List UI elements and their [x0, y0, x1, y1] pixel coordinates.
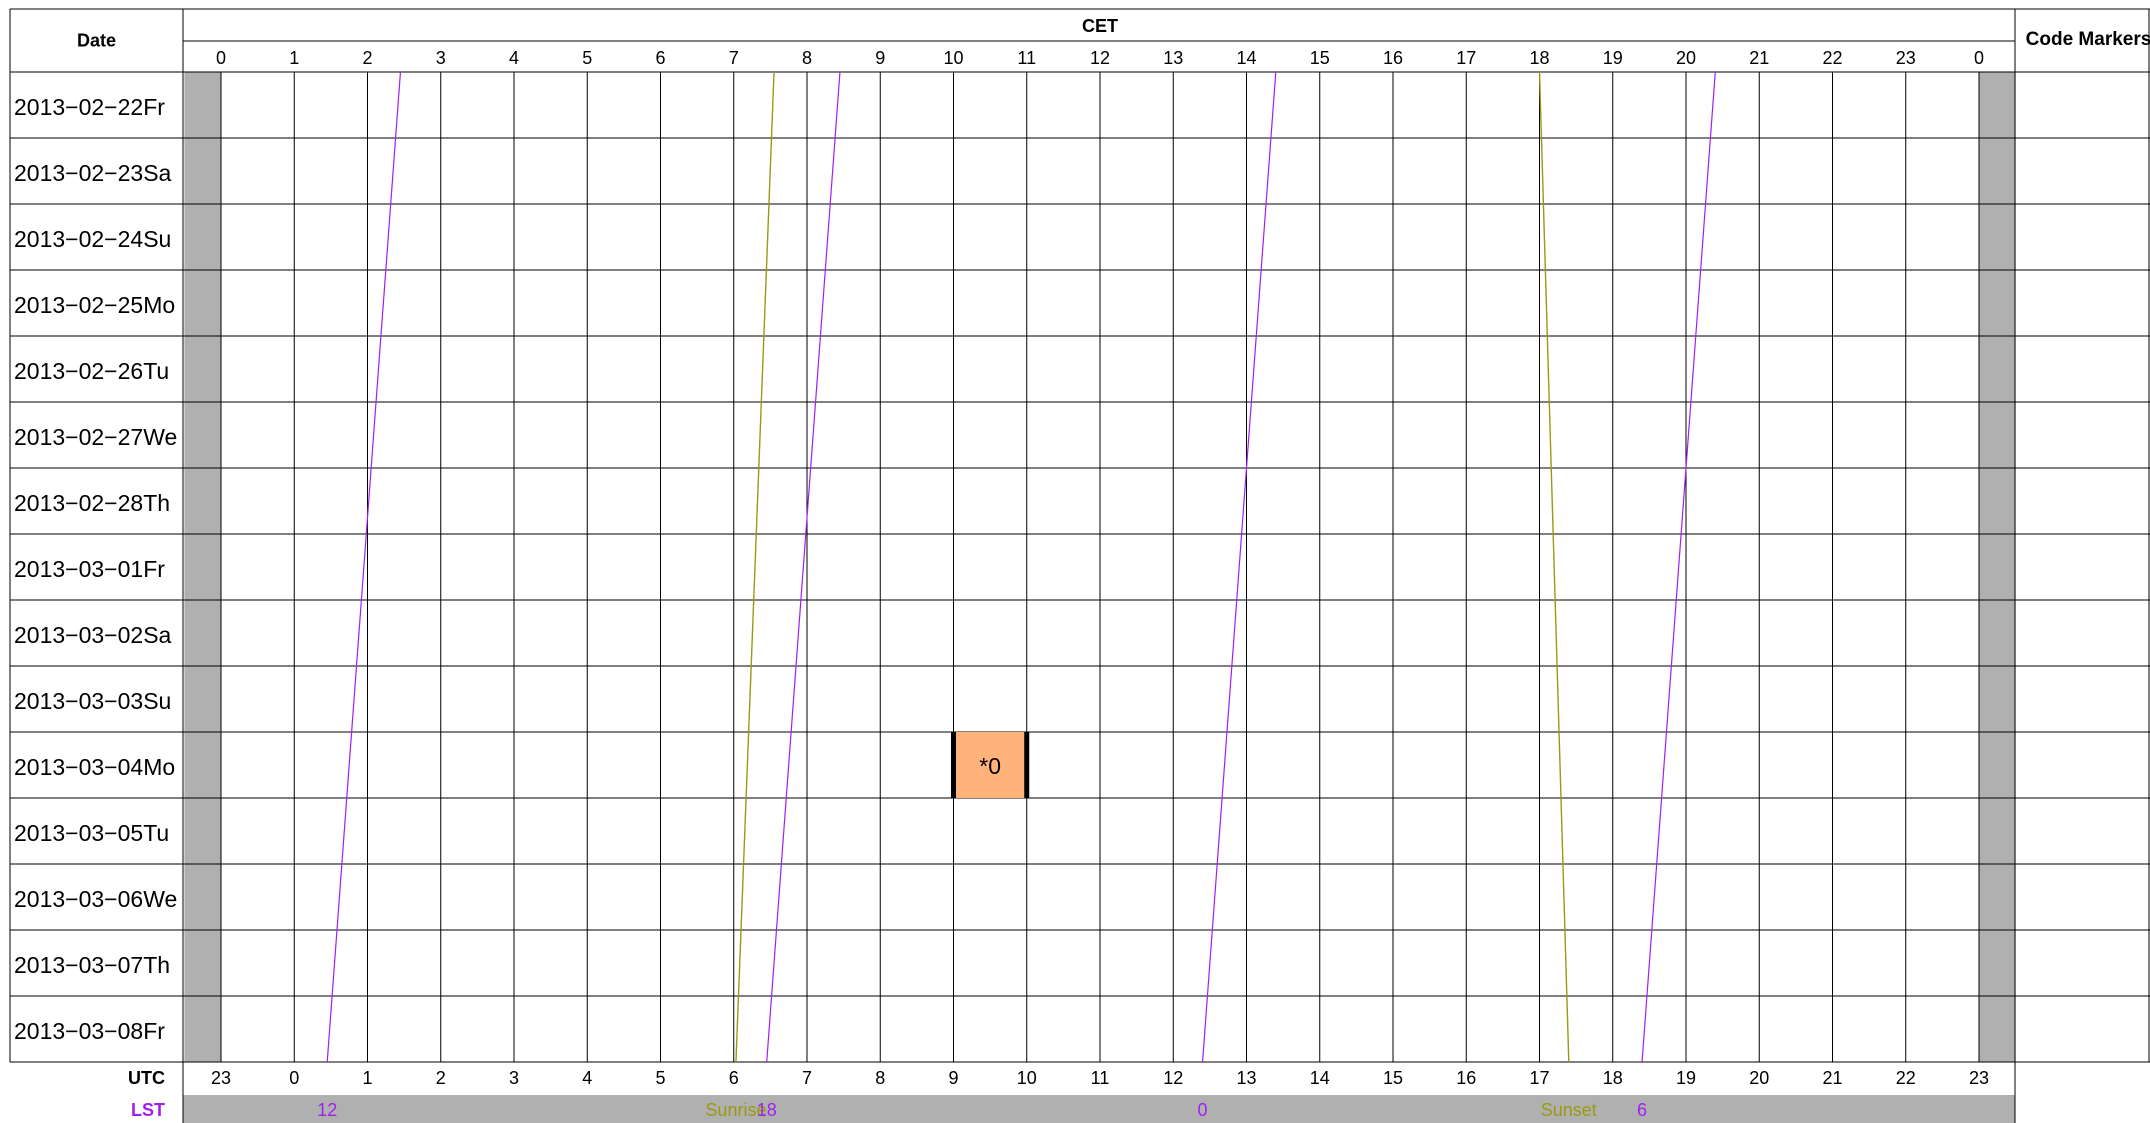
utc-hour-tick-label: 23: [1969, 1068, 1989, 1088]
sun-event-footer-label: Sunset: [1541, 1100, 1597, 1120]
date-row-label: 2013−03−06We: [14, 886, 177, 912]
sunrise-line: [735, 71, 775, 1063]
utc-hour-tick-label: 21: [1822, 1068, 1842, 1088]
cet-hour-tick-label: 1: [289, 48, 299, 68]
utc-hour-tick-label: 10: [1017, 1068, 1037, 1088]
date-row-label: 2013−03−04Mo: [14, 754, 175, 780]
cet-hour-tick-label: 21: [1749, 48, 1769, 68]
lst-footer-label: 6: [1637, 1100, 1647, 1120]
cet-hour-tick-label: 10: [943, 48, 963, 68]
utc-hour-tick-label: 0: [289, 1068, 299, 1088]
date-row-label: 2013−03−02Sa: [14, 622, 172, 648]
cet-hour-tick-label: 0: [216, 48, 226, 68]
lst-footer-label: 0: [1198, 1100, 1208, 1120]
date-row-label: 2013−02−22Fr: [14, 94, 165, 120]
lst-label: LST: [131, 1100, 165, 1120]
cet-hour-tick-label: 5: [582, 48, 592, 68]
cet-hour-tick-label: 9: [875, 48, 885, 68]
date-row-label: 2013−02−28Th: [14, 490, 170, 516]
cet-hour-tick-label: 2: [362, 48, 372, 68]
shaded-column-1: [1979, 72, 2016, 1062]
cet-hour-tick-label: 7: [729, 48, 739, 68]
cet-hour-tick-label: 18: [1529, 48, 1549, 68]
date-row-label: 2013−03−03Su: [14, 688, 171, 714]
utc-hour-tick-label: 17: [1529, 1068, 1549, 1088]
utc-hour-tick-label: 9: [948, 1068, 958, 1088]
utc-hour-tick-label: 1: [362, 1068, 372, 1088]
cet-hour-tick-label: 15: [1310, 48, 1330, 68]
utc-hour-tick-label: 18: [1603, 1068, 1623, 1088]
date-header: Date: [77, 31, 116, 51]
cet-hour-tick-label: 3: [436, 48, 446, 68]
date-row-label: 2013−02−27We: [14, 424, 177, 450]
utc-hour-tick-label: 12: [1163, 1068, 1183, 1088]
cet-hour-tick-label: 0: [1974, 48, 1984, 68]
utc-hour-tick-label: 16: [1456, 1068, 1476, 1088]
lst-footer-label: 12: [317, 1100, 337, 1120]
sunset-line: [1538, 71, 1570, 1063]
utc-hour-tick-label: 8: [875, 1068, 885, 1088]
sun-event-footer-label: Sunrise: [705, 1100, 766, 1120]
utc-hour-tick-label: 6: [729, 1068, 739, 1088]
date-row-label: 2013−03−01Fr: [14, 556, 165, 582]
date-row-label: 2013−02−24Su: [14, 226, 171, 252]
date-row-label: 2013−02−25Mo: [14, 292, 175, 318]
utc-hour-tick-label: 11: [1091, 1068, 1110, 1088]
utc-label: UTC: [128, 1068, 165, 1088]
cet-hour-tick-label: 4: [509, 48, 519, 68]
cet-hour-tick-label: 13: [1163, 48, 1183, 68]
shaded-column-0: [184, 72, 221, 1062]
utc-hour-tick-label: 23: [211, 1068, 231, 1088]
cet-hour-tick-label: 8: [802, 48, 812, 68]
lst-bar: [183, 1095, 2015, 1123]
utc-hour-tick-label: 14: [1310, 1068, 1330, 1088]
event-block[interactable]: [953, 732, 1027, 798]
utc-hour-tick-label: 19: [1676, 1068, 1696, 1088]
cet-hour-tick-label: 17: [1456, 48, 1476, 68]
utc-hour-tick-label: 3: [509, 1068, 519, 1088]
utc-hour-tick-label: 2: [436, 1068, 446, 1088]
date-row-label: 2013−03−05Tu: [14, 820, 169, 846]
cet-hour-tick-label: 11: [1017, 48, 1036, 68]
utc-hour-tick-label: 13: [1236, 1068, 1256, 1088]
cet-hour-tick-label: 23: [1896, 48, 1916, 68]
code-markers-header: Code Markers: [2026, 29, 2150, 50]
lst-line: [1201, 71, 1277, 1063]
cet-header: CET: [1082, 16, 1118, 36]
utc-hour-tick-label: 5: [655, 1068, 665, 1088]
utc-hour-tick-label: 4: [582, 1068, 592, 1088]
cet-hour-tick-label: 12: [1090, 48, 1110, 68]
date-row-label: 2013−03−08Fr: [14, 1018, 165, 1044]
lst-line: [766, 71, 841, 1063]
utc-hour-tick-label: 15: [1383, 1068, 1403, 1088]
lst-line: [326, 71, 402, 1063]
cet-hour-tick-label: 19: [1603, 48, 1623, 68]
lst-line: [1641, 71, 1716, 1063]
cet-hour-tick-label: 16: [1383, 48, 1403, 68]
utc-hour-tick-label: 7: [802, 1068, 812, 1088]
utc-hour-tick-label: 22: [1896, 1068, 1916, 1088]
lst-footer-label: 18: [757, 1100, 777, 1120]
utc-hour-tick-label: 20: [1749, 1068, 1769, 1088]
date-row-label: 2013−02−23Sa: [14, 160, 172, 186]
cet-hour-tick-label: 22: [1822, 48, 1842, 68]
cet-hour-tick-label: 6: [655, 48, 665, 68]
cet-hour-tick-label: 14: [1236, 48, 1256, 68]
date-row-label: 2013−02−26Tu: [14, 358, 169, 384]
date-row-label: 2013−03−07Th: [14, 952, 170, 978]
event-label: *0: [979, 753, 1001, 779]
cet-hour-tick-label: 20: [1676, 48, 1696, 68]
